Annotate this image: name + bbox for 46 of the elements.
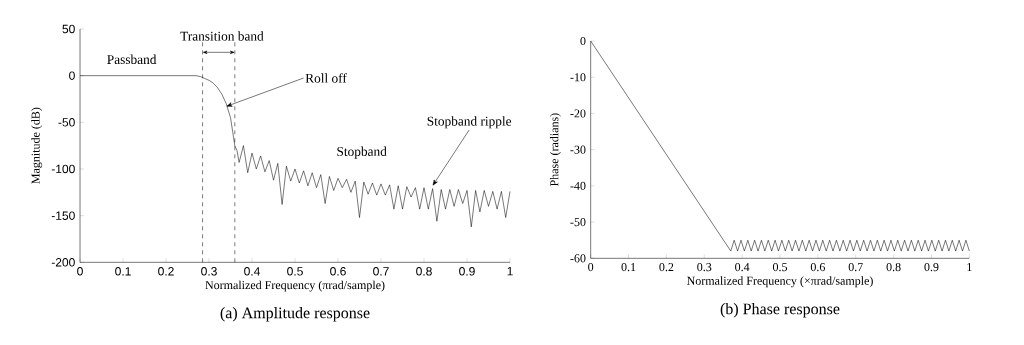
y-tick-label: -150	[51, 211, 75, 220]
y-axis-title: Phase (radians)	[549, 113, 561, 187]
y-tick-label: -50	[570, 218, 586, 227]
x-tick-label: 0.4	[735, 263, 750, 272]
annotation: Roll off	[305, 73, 347, 83]
x-tick-label: 0.1	[115, 267, 131, 276]
x-tick-label: 1	[507, 267, 513, 276]
x-tick-label: 0.2	[659, 263, 674, 272]
x-tick-label: 0.5	[772, 263, 788, 272]
x-tick-label: 0.4	[244, 267, 260, 276]
x-tick-label: 0.9	[924, 263, 939, 272]
y-tick-label: -10	[570, 73, 586, 82]
x-axis-title: Normalized Frequency (πrad/sample)	[205, 280, 385, 292]
x-tick-label: 0.6	[810, 263, 826, 272]
x-tick-label: 0.3	[201, 267, 217, 276]
y-tick-label: -40	[570, 181, 586, 190]
y-tick-label: -100	[51, 164, 75, 174]
x-tick-label: 0.7	[373, 267, 389, 276]
x-tick-label: 0.5	[287, 267, 303, 276]
text: (b) Phase response	[720, 303, 840, 318]
y-tick-label: 50	[62, 24, 75, 34]
x-tick-label: 0.8	[416, 267, 432, 276]
x-tick-label: 0.1	[621, 263, 636, 272]
y-tick-label: 0	[580, 36, 586, 46]
annotation: Stopband ripple	[427, 116, 512, 129]
x-tick-label: 0.7	[848, 263, 863, 272]
annotation: Passband	[107, 54, 157, 65]
x-tick-label: 0	[588, 263, 594, 272]
y-tick-label: -30	[570, 145, 586, 154]
y-tick-label: -200	[51, 258, 75, 267]
y-tick-label: -60	[570, 254, 586, 263]
x-tick-label: 0.3	[697, 263, 712, 272]
x-tick-label: 0.2	[158, 267, 174, 276]
y-axis-title: Magnitude (dB)	[31, 107, 43, 184]
x-tick-label: 0	[77, 267, 83, 276]
y-tick-label: -50	[58, 118, 75, 127]
x-tick-label: 1	[967, 263, 972, 271]
x-tick-label: 0.8	[886, 263, 901, 272]
x-tick-label: 0.6	[330, 267, 346, 276]
y-tick-label: -20	[570, 109, 586, 118]
x-tick-label: 0.9	[459, 267, 475, 276]
annotation: Stopband	[337, 146, 387, 159]
text: (a) Amplitude response	[220, 307, 370, 322]
x-axis-title: Normalized Frequency (×πrad/sample)	[686, 276, 873, 288]
y-tick-label: 0	[69, 71, 75, 80]
annotation: Transition band	[180, 31, 264, 41]
